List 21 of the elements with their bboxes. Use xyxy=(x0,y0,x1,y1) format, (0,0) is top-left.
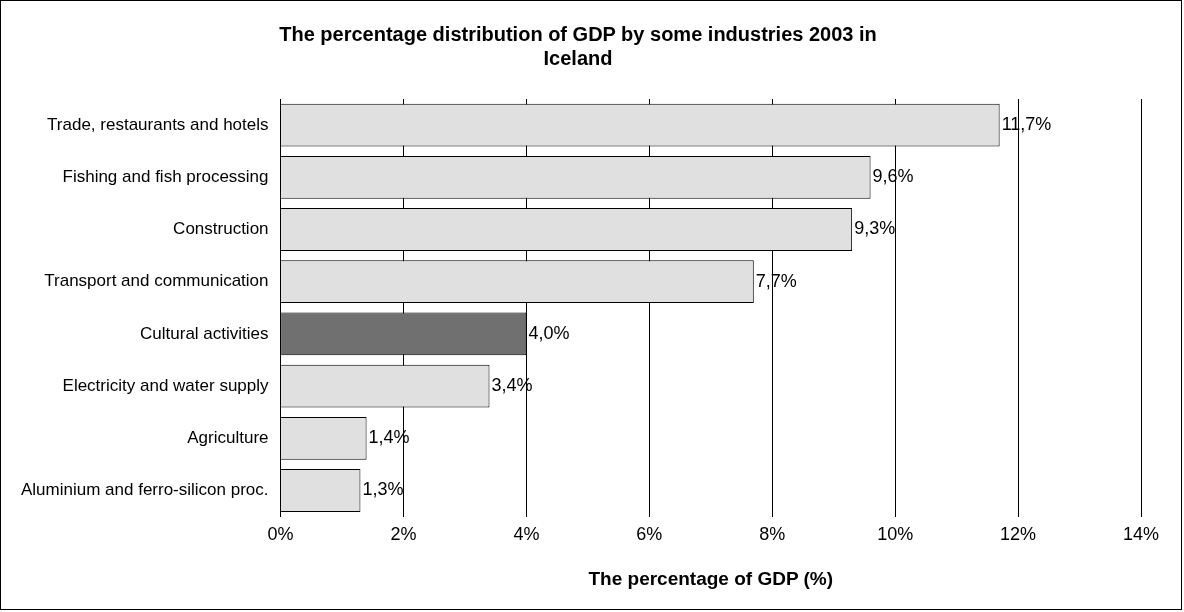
chart-title: The percentage distribution of GDP by some industries 2003 in Iceland xyxy=(279,22,877,69)
x-tick-label: 2% xyxy=(390,524,417,545)
data-label: 4,0% xyxy=(528,322,570,343)
y-tick-label: Construction xyxy=(173,219,269,239)
y-tick-label: Agriculture xyxy=(187,427,269,447)
x-tick-label: 4% xyxy=(513,524,540,545)
y-tick-label: Transport and communication xyxy=(44,271,269,291)
y-tick-label: Aluminium and ferro-silicon proc. xyxy=(20,480,269,500)
y-tick-label: Trade, restaurants and hotels xyxy=(47,114,269,134)
y-tick-label: Cultural activities xyxy=(140,323,269,343)
x-axis-title: The percentage of GDP (%) xyxy=(588,567,834,589)
y-tick-label: Electricity and water supply xyxy=(62,375,270,395)
x-tick-label: 14% xyxy=(1122,524,1160,545)
x-tick-label: 8% xyxy=(759,524,786,545)
data-label: 1,3% xyxy=(362,479,404,500)
x-tick-label: 6% xyxy=(636,524,663,545)
x-tick-label: 10% xyxy=(877,524,914,545)
x-tick-label: 12% xyxy=(1000,524,1037,545)
data-label: 9,3% xyxy=(854,218,896,239)
y-tick-label: Fishing and fish processing xyxy=(62,166,269,186)
x-tick-label: 0% xyxy=(267,524,294,545)
